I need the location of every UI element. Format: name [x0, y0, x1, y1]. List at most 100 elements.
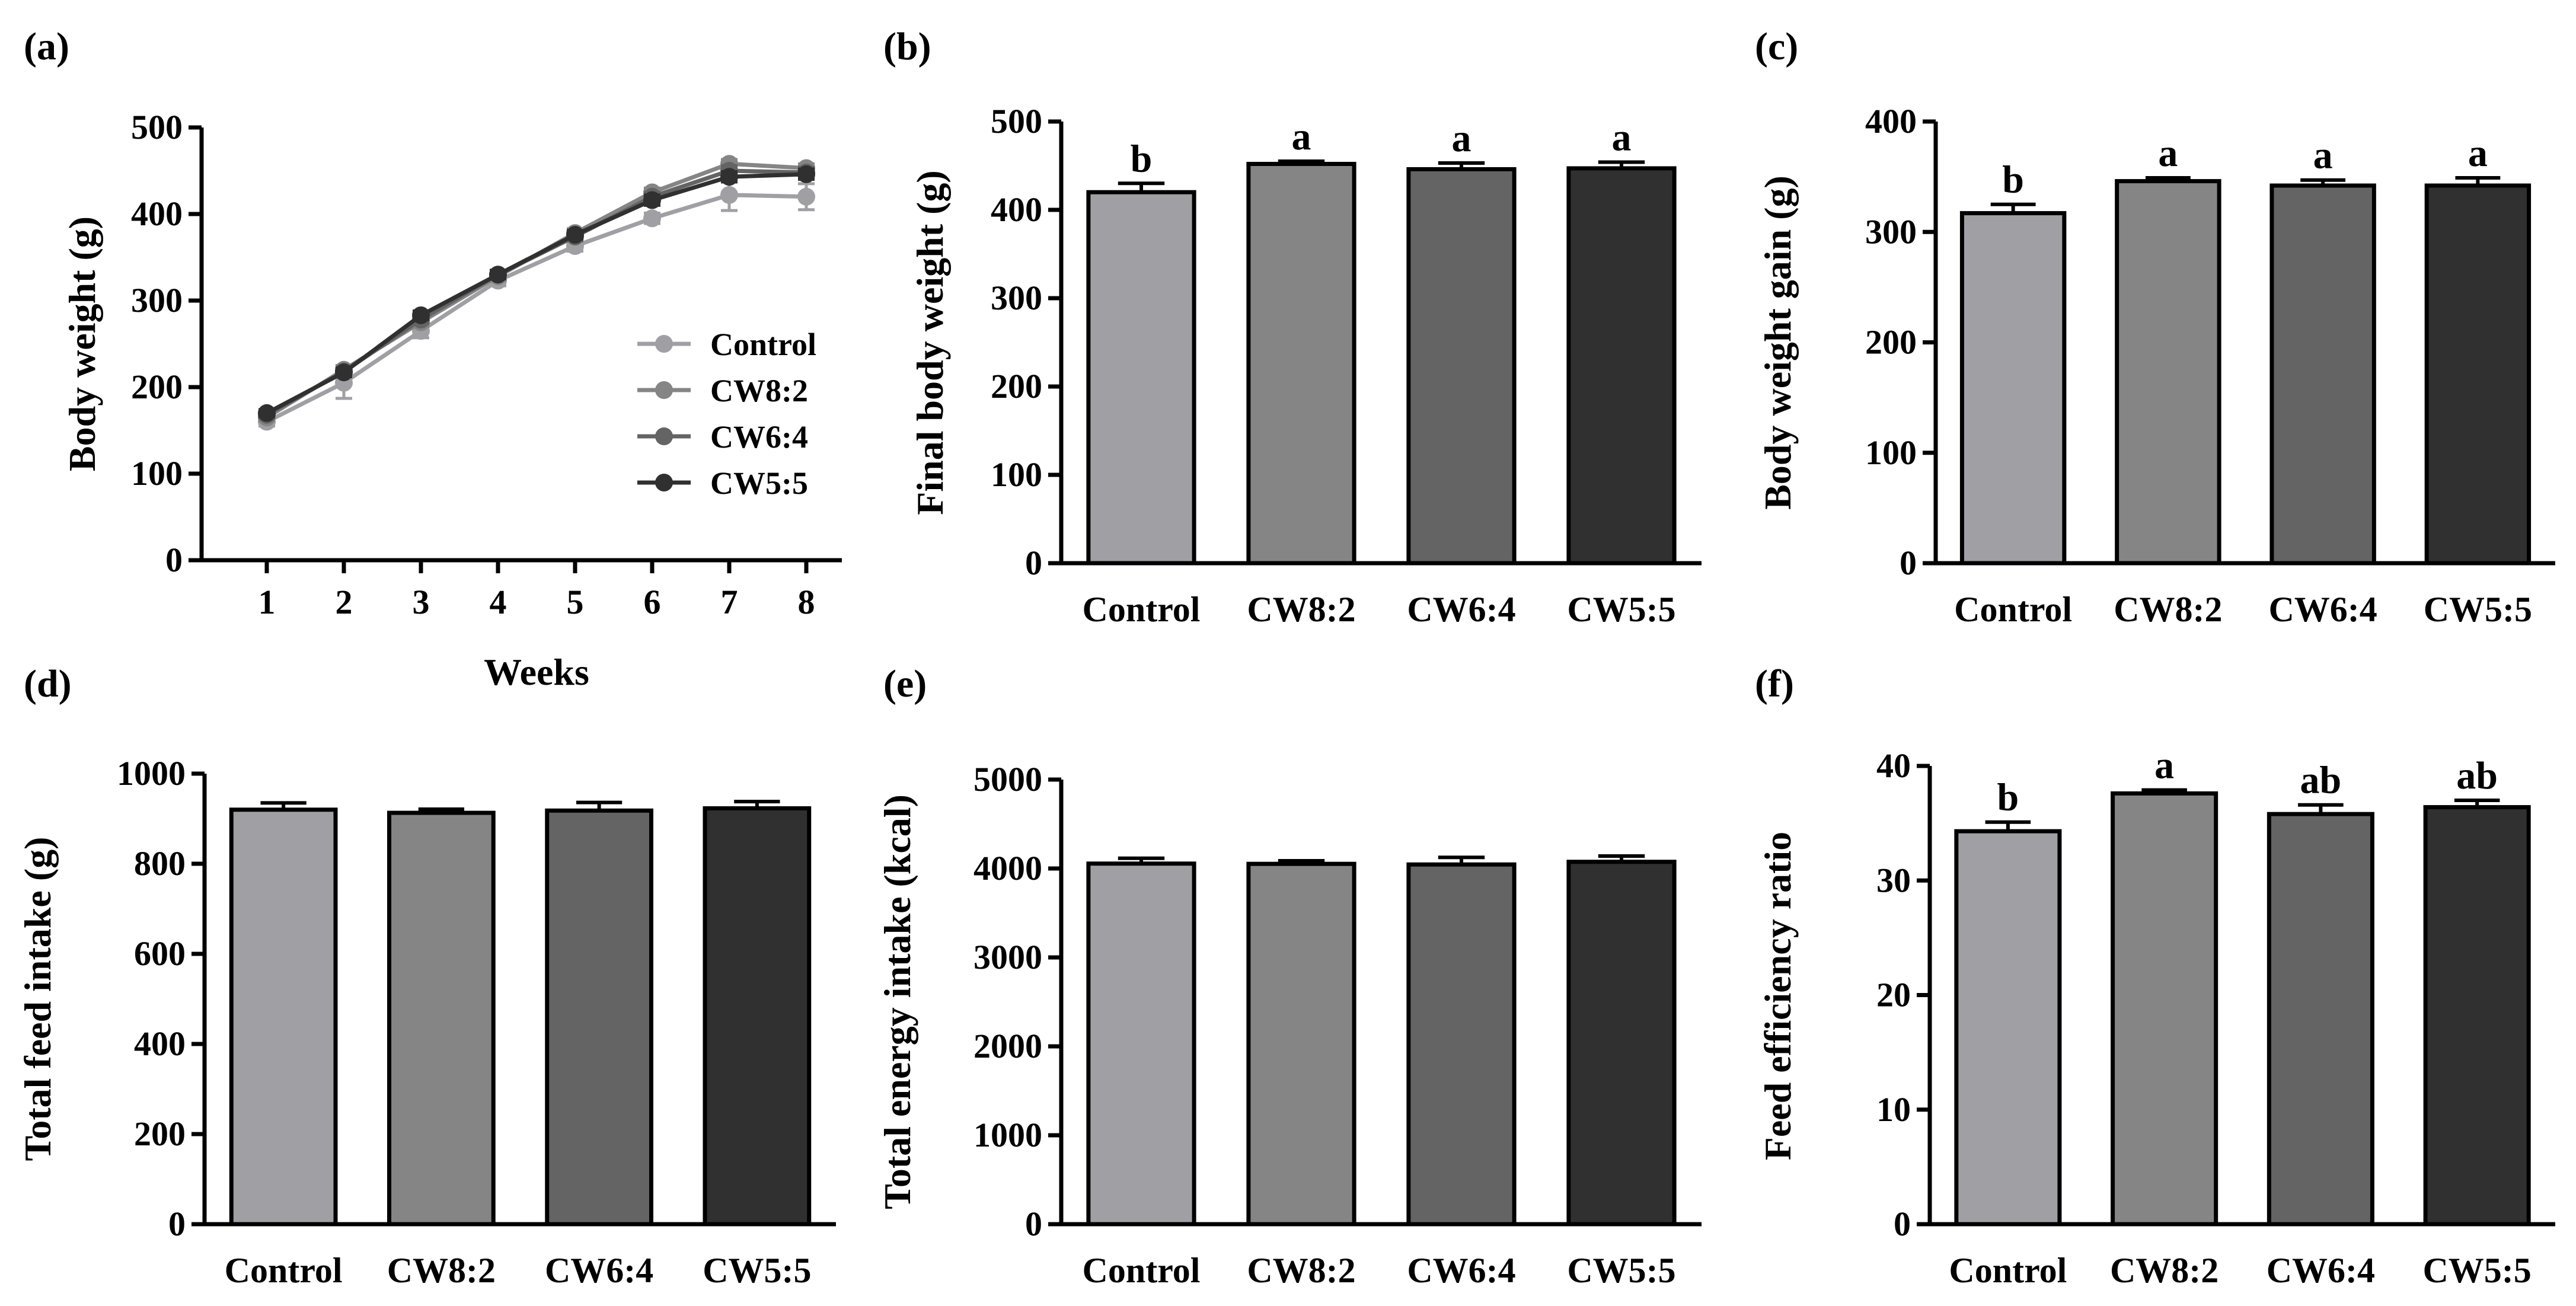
panel-e-bar-chart: (e) 0 1000 2000 3000 4000 5000 Total energy int… — [876, 662, 1702, 1290]
significance-letter: b — [1131, 137, 1153, 180]
y-axis-label: Feed efficiency ratio — [1757, 832, 1799, 1160]
bar — [1246, 861, 1356, 1227]
legend-marker — [655, 335, 673, 353]
x-tick-label: CW6:4 — [1407, 590, 1515, 629]
significance-letter: a — [2468, 132, 2488, 175]
x-tick-label: CW5:5 — [2424, 590, 2532, 629]
x-tick-label: 3 — [413, 583, 430, 621]
bar — [1406, 862, 1517, 1227]
y-axis-label: Body weight gain (g) — [1757, 175, 1799, 510]
significance-letter: ab — [2456, 754, 2498, 797]
bar — [387, 810, 496, 1227]
x-tick-label: 4 — [490, 583, 507, 621]
panel-label: (b) — [883, 25, 931, 68]
x-tick-label: CW6:4 — [1407, 1251, 1515, 1290]
y-tick-label: 400 — [134, 1024, 186, 1063]
x-tick-label: Control — [225, 1251, 343, 1290]
significance-letter: a — [1292, 115, 1311, 158]
bar — [2111, 791, 2219, 1227]
x-tick-label: CW8:2 — [1247, 1251, 1355, 1290]
panel-b-bar-chart: (b) 0 100 200 300 400 500 Final body weight (g)… — [883, 25, 1702, 629]
y-tick-label: 300 — [991, 279, 1042, 317]
bar — [229, 807, 338, 1227]
data-point — [566, 226, 584, 244]
x-tick-label: 5 — [567, 583, 584, 621]
data-point — [720, 168, 738, 186]
data-point — [643, 191, 661, 209]
panel-a-line-chart: (a) 0 100 200 300 400 500 Body weight (g) 1 2 3 4 5 6… — [24, 25, 842, 693]
data-point — [412, 306, 430, 324]
x-tick-label: 6 — [644, 583, 661, 621]
x-tick-label: CW8:2 — [387, 1251, 496, 1290]
y-tick-label: 2000 — [973, 1027, 1042, 1065]
y-axis-label: Final body weight (g) — [909, 170, 951, 515]
x-tick-label: 8 — [798, 583, 815, 621]
y-tick-label: 300 — [131, 281, 183, 320]
panel-c-bar-chart: (c) 0 100 200 300 400 Body weight gain (g) b Con… — [1755, 25, 2555, 629]
y-tick-label: 0 — [1900, 544, 1917, 582]
series-line — [266, 172, 807, 415]
panel-d-bar-chart: (d) 0 200 400 600 800 1000 Total feed intake (g… — [17, 662, 836, 1290]
legend-marker — [655, 474, 673, 491]
bar — [1566, 166, 1677, 566]
panel-label: (e) — [883, 662, 927, 705]
x-tick-label: Control — [1949, 1251, 2067, 1290]
significance-letter: b — [1997, 776, 2019, 819]
y-tick-label: 100 — [131, 454, 183, 493]
y-tick-label: 10 — [1876, 1090, 1911, 1129]
y-tick-label: 200 — [134, 1115, 186, 1153]
panel-label: (d) — [24, 662, 72, 705]
y-tick-label: 0 — [168, 1205, 186, 1243]
y-tick-label: 4000 — [973, 849, 1042, 887]
y-tick-label: 400 — [991, 190, 1042, 229]
y-tick-label: 0 — [165, 541, 183, 579]
significance-letter: a — [2313, 134, 2333, 177]
bar — [545, 808, 653, 1227]
y-tick-label: 800 — [134, 844, 186, 883]
bar — [2267, 812, 2374, 1227]
bar — [1086, 190, 1196, 566]
legend-label: CW5:5 — [710, 465, 808, 501]
y-tick-label: 500 — [131, 108, 183, 146]
bar — [1246, 162, 1356, 566]
panel-f-bar-chart: (f) 0 10 20 30 40 Feed efficiency ratio b Contro… — [1755, 662, 2555, 1290]
x-tick-label: CW5:5 — [1567, 590, 1675, 629]
data-point — [720, 186, 738, 204]
data-point — [643, 209, 661, 228]
y-axis-label: Body weight (g) — [61, 216, 103, 471]
y-tick-label: 200 — [1865, 323, 1917, 362]
data-point — [797, 165, 815, 183]
y-tick-label: 1000 — [973, 1116, 1042, 1154]
bar — [1086, 861, 1196, 1227]
legend-label: CW8:2 — [710, 373, 808, 408]
x-tick-label: 2 — [336, 583, 353, 621]
y-tick-label: 5000 — [973, 760, 1042, 799]
x-tick-label: CW8:2 — [1247, 590, 1355, 629]
x-tick-label: 7 — [721, 583, 738, 621]
x-axis-label: Weeks — [484, 651, 589, 693]
x-tick-label: CW8:2 — [2110, 1251, 2219, 1290]
y-tick-label: 0 — [1025, 544, 1042, 582]
y-tick-label: 600 — [134, 934, 186, 973]
data-point — [797, 187, 815, 206]
bar — [1954, 829, 2062, 1227]
legend-label: Control — [710, 327, 816, 362]
data-point — [258, 404, 276, 422]
bar — [2424, 183, 2532, 566]
x-tick-label: Control — [1083, 590, 1201, 629]
significance-letter: a — [2158, 132, 2178, 175]
significance-letter: a — [1452, 117, 1471, 160]
x-tick-label: CW6:4 — [545, 1251, 653, 1290]
significance-letter: a — [1612, 116, 1632, 159]
bar — [1959, 211, 2067, 566]
x-tick-label: CW8:2 — [2114, 590, 2222, 629]
bar — [2423, 805, 2531, 1227]
bar — [703, 806, 812, 1227]
panel-label: (f) — [1755, 662, 1794, 705]
legend-marker — [655, 427, 673, 445]
significance-letter: ab — [2300, 759, 2342, 802]
y-tick-label: 0 — [1025, 1205, 1042, 1243]
panel-label: (a) — [24, 25, 69, 68]
y-tick-label: 400 — [131, 194, 183, 233]
